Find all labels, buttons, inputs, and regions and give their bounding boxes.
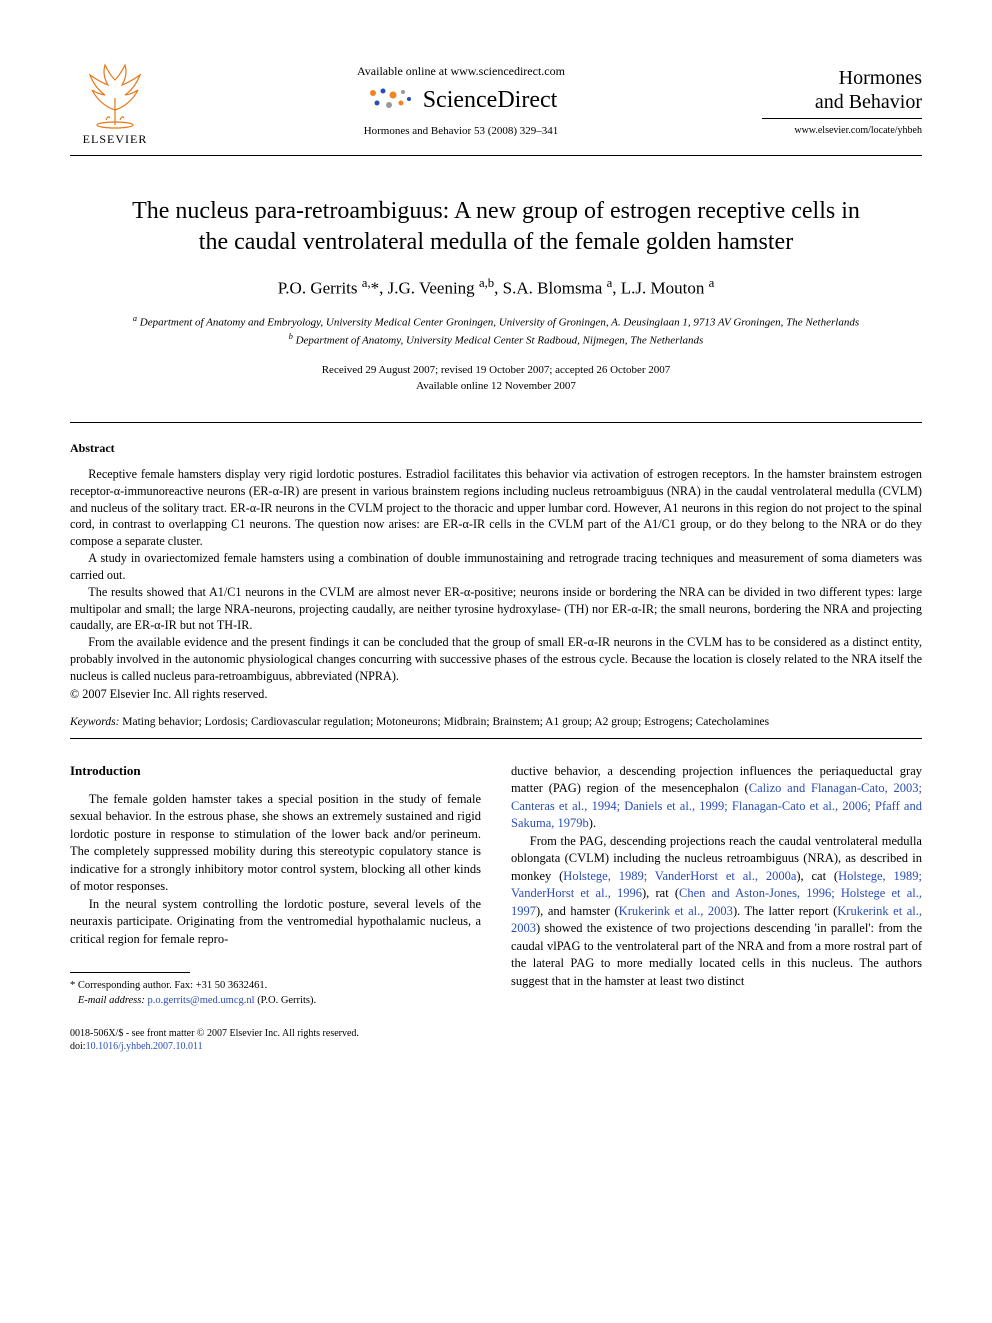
journal-name: Hormones and Behavior	[762, 66, 922, 114]
abstract-p1: Receptive female hamsters display very r…	[70, 466, 922, 550]
top-rule	[70, 155, 922, 156]
keywords-text: Mating behavior; Lordosis; Cardiovascula…	[119, 716, 769, 728]
keywords: Keywords: Mating behavior; Lordosis; Car…	[70, 716, 922, 728]
authors: P.O. Gerrits a,*, J.G. Veening a,b, S.A.…	[70, 276, 922, 299]
sciencedirect-text: ScienceDirect	[423, 87, 558, 114]
journal-box: Hormones and Behavior www.elsevier.com/l…	[762, 60, 922, 136]
abstract-top-rule	[70, 422, 922, 423]
copyright: © 2007 Elsevier Inc. All rights reserved…	[70, 687, 922, 702]
journal-rule	[762, 118, 922, 119]
journal-url: www.elsevier.com/locate/yhbeh	[762, 125, 922, 136]
doi-line: doi:10.1016/j.yhbeh.2007.10.011	[70, 1040, 481, 1053]
ref-link[interactable]: Holstege, 1989; VanderHorst et al., 2000…	[563, 869, 796, 883]
email-address[interactable]: p.o.gerrits@med.umcg.nl	[147, 995, 254, 1006]
abstract-p4: From the available evidence and the pres…	[70, 634, 922, 684]
corresponding-author: * Corresponding author. Fax: +31 50 3632…	[70, 979, 481, 994]
elsevier-label: ELSEVIER	[83, 132, 148, 147]
article-title: The nucleus para-retroambiguus: A new gr…	[70, 196, 922, 258]
abstract-bottom-rule	[70, 738, 922, 739]
elsevier-logo: ELSEVIER	[70, 60, 160, 147]
abstract-body: Receptive female hamsters display very r…	[70, 466, 922, 685]
keywords-label: Keywords:	[70, 716, 119, 728]
abstract-p3: The results showed that A1/C1 neurons in…	[70, 584, 922, 634]
elsevier-tree-icon	[80, 60, 150, 130]
footnote-rule	[70, 972, 190, 973]
left-column: Introduction The female golden hamster t…	[70, 763, 481, 1053]
body-columns: Introduction The female golden hamster t…	[70, 763, 922, 1053]
intro-left-p1: The female golden hamster takes a specia…	[70, 791, 481, 896]
right-column: ductive behavior, a descending projectio…	[511, 763, 922, 1053]
abstract-p2: A study in ovariectomized female hamster…	[70, 550, 922, 584]
sciencedirect-logo: ScienceDirect	[160, 85, 762, 115]
intro-right-p2: From the PAG, descending projections rea…	[511, 833, 922, 991]
doi[interactable]: 10.1016/j.yhbeh.2007.10.011	[86, 1041, 203, 1052]
article-dates: Received 29 August 2007; revised 19 Octo…	[70, 363, 922, 394]
intro-left-p2: In the neural system controlling the lor…	[70, 896, 481, 949]
center-header: Available online at www.sciencedirect.co…	[160, 60, 762, 137]
footer: 0018-506X/$ - see front matter © 2007 El…	[70, 1027, 481, 1053]
journal-citation: Hormones and Behavior 53 (2008) 329–341	[160, 125, 762, 137]
introduction-heading: Introduction	[70, 763, 481, 779]
sciencedirect-icon	[365, 85, 415, 115]
email-line: E-mail address: p.o.gerrits@med.umcg.nl …	[70, 994, 481, 1009]
abstract-heading: Abstract	[70, 441, 922, 456]
ref-link[interactable]: Krukerink et al., 2003	[619, 904, 733, 918]
available-online-text: Available online at www.sciencedirect.co…	[160, 64, 762, 79]
affiliations: a a Department of Anatomy and Embryology…	[70, 313, 922, 349]
intro-right-p1: ductive behavior, a descending projectio…	[511, 763, 922, 833]
footer-line1: 0018-506X/$ - see front matter © 2007 El…	[70, 1027, 481, 1040]
header: ELSEVIER Available online at www.science…	[70, 60, 922, 147]
